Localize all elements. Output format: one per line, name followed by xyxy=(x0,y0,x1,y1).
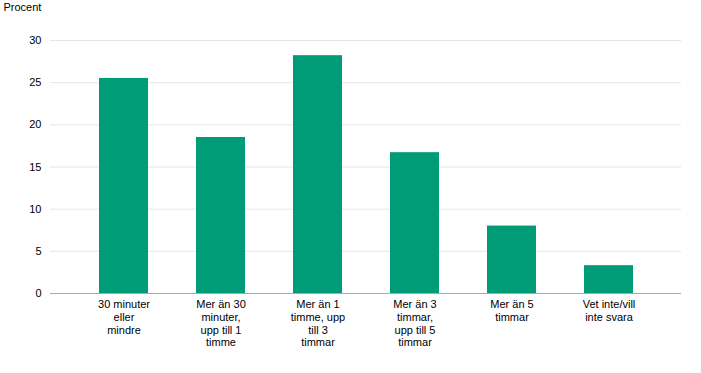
svg-text:Mer än 1timme, upptill 3timmar: Mer än 1timme, upptill 3timmar xyxy=(291,298,345,348)
svg-text:20: 20 xyxy=(29,118,41,130)
svg-text:0: 0 xyxy=(35,287,41,299)
svg-text:10: 10 xyxy=(29,203,41,215)
svg-text:30 minuterellermindre: 30 minuterellermindre xyxy=(98,298,150,335)
svg-text:Mer än 5timmar: Mer än 5timmar xyxy=(490,298,533,323)
svg-text:Procent: Procent xyxy=(4,1,42,13)
svg-text:15: 15 xyxy=(29,161,41,173)
svg-text:Mer än 3timmar,upp till 5timma: Mer än 3timmar,upp till 5timmar xyxy=(393,298,436,348)
svg-text:Mer än 30minuter,upp till 1tim: Mer än 30minuter,upp till 1timme xyxy=(196,298,246,348)
svg-text:Vet inte/villinte svara: Vet inte/villinte svara xyxy=(583,298,636,323)
svg-text:30: 30 xyxy=(29,34,41,46)
svg-text:25: 25 xyxy=(29,76,41,88)
svg-text:5: 5 xyxy=(35,245,41,257)
